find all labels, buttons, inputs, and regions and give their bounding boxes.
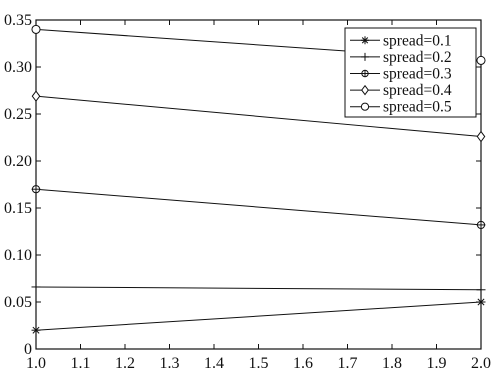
legend-item-3: spread=0.3: [350, 66, 452, 83]
data-point: [31, 24, 41, 34]
data-point: [476, 285, 486, 295]
y-tick-label: 0.15: [4, 200, 32, 217]
data-point: [476, 297, 486, 307]
legend-label: spread=0.5: [383, 99, 452, 116]
x-tick-label: 2.0: [471, 355, 491, 372]
y-tick-label: 0.05: [4, 294, 32, 311]
marker-stroke: [477, 298, 485, 306]
y-tick-label: 0: [24, 341, 32, 358]
x-tick-label: 1.7: [338, 355, 358, 372]
legend-label: spread=0.2: [383, 49, 452, 66]
x-tick-label: 1.3: [160, 355, 180, 372]
legend-marker: [361, 84, 369, 96]
y-tick-label: 0.30: [4, 59, 32, 76]
series-1: [31, 297, 486, 335]
y-tick-label: 0.10: [4, 247, 32, 264]
data-point: [476, 130, 486, 143]
data-point: [31, 90, 41, 102]
legend-label: spread=0.3: [383, 66, 452, 83]
series-4: [31, 90, 486, 143]
legend-item-2: spread=0.2: [350, 49, 452, 66]
y-tick-label: 0.25: [4, 106, 32, 123]
marker-diamond: [476, 130, 486, 143]
marker-circle: [360, 102, 370, 111]
data-point: [31, 282, 41, 292]
y-tick-label: 0.20: [4, 153, 32, 170]
series-line: [35, 188, 482, 226]
series-2: [31, 282, 486, 295]
series-line: [35, 286, 482, 291]
legend-label: spread=0.4: [383, 82, 452, 99]
marker-circle: [476, 55, 486, 65]
x-tick-label: 1.1: [71, 355, 91, 372]
x-tick-label: 1.2: [115, 355, 135, 372]
legend-marker: [361, 69, 369, 78]
x-tick-label: 1.0: [26, 355, 46, 372]
legend-marker: [361, 36, 369, 45]
data-point: [31, 325, 41, 335]
x-tick-label: 1.8: [382, 355, 402, 372]
legend-marker: [360, 102, 370, 111]
series-line: [35, 301, 482, 331]
x-tick-label: 1.4: [204, 355, 224, 372]
marker-diamond: [31, 90, 41, 102]
x-tick-label: 1.5: [249, 355, 269, 372]
legend-marker: [361, 52, 369, 61]
legend-item-5: spread=0.5: [350, 99, 452, 116]
data-point: [476, 55, 486, 65]
marker-stroke: [361, 37, 369, 44]
series-line: [35, 95, 482, 138]
x-tick-label: 1.6: [293, 355, 313, 372]
legend-item-4: spread=0.4: [350, 82, 452, 99]
marker-circle: [31, 24, 41, 34]
marker-stroke: [32, 326, 40, 334]
x-tick-label: 1.9: [427, 355, 447, 372]
y-tick-label: 0.35: [4, 12, 32, 29]
data-point: [31, 185, 41, 194]
legend-item-1: spread=0.1: [350, 32, 452, 49]
data-point: [476, 220, 486, 230]
marker-diamond: [361, 84, 369, 96]
legend: spread=0.1spread=0.2spread=0.3spread=0.4…: [344, 27, 477, 118]
series-3: [31, 185, 486, 230]
legend-label: spread=0.1: [383, 32, 452, 49]
